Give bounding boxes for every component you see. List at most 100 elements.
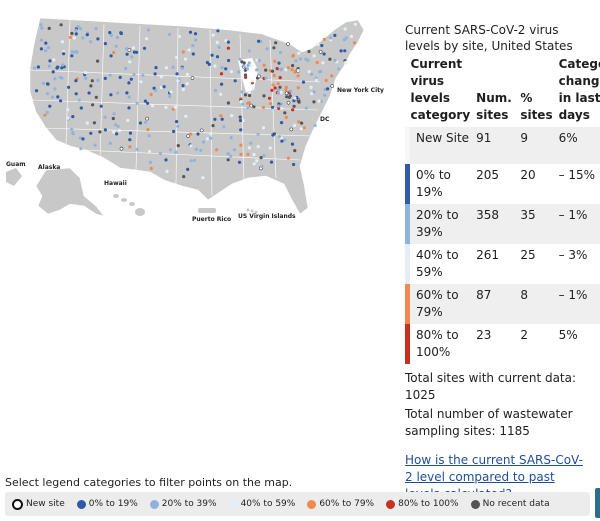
site-point[interactable] — [333, 33, 337, 38]
site-point[interactable] — [81, 137, 85, 141]
site-point[interactable] — [194, 38, 198, 42]
site-point[interactable] — [175, 120, 179, 124]
site-point[interactable] — [237, 70, 241, 74]
legend-item[interactable]: 0% to 19% — [76, 499, 138, 509]
site-point[interactable] — [299, 127, 303, 131]
site-point[interactable] — [185, 72, 189, 76]
site-point[interactable] — [272, 46, 276, 50]
site-point[interactable] — [36, 65, 41, 69]
site-point[interactable] — [164, 66, 169, 70]
site-point[interactable] — [68, 35, 72, 40]
site-point[interactable] — [44, 49, 48, 53]
legend-item[interactable]: 60% to 79% — [307, 499, 374, 509]
site-point[interactable] — [316, 42, 320, 47]
site-point[interactable] — [175, 55, 179, 60]
site-point[interactable] — [164, 158, 168, 162]
site-point[interactable] — [47, 64, 51, 68]
site-point[interactable] — [135, 101, 139, 105]
site-point[interactable] — [274, 41, 278, 45]
site-point[interactable] — [291, 54, 295, 58]
site-point[interactable] — [343, 49, 347, 53]
site-point[interactable] — [286, 42, 290, 46]
site-point[interactable] — [220, 117, 224, 121]
site-point[interactable] — [215, 40, 219, 45]
site-point[interactable] — [245, 67, 250, 71]
site-point[interactable] — [261, 126, 266, 130]
site-point[interactable] — [67, 85, 71, 89]
site-point[interactable] — [246, 63, 250, 68]
site-point[interactable] — [342, 38, 346, 42]
site-point[interactable] — [128, 131, 133, 135]
site-point[interactable] — [103, 76, 107, 80]
site-point[interactable] — [249, 103, 254, 108]
site-point[interactable] — [53, 87, 57, 91]
site-point[interactable] — [247, 146, 251, 150]
site-point[interactable] — [239, 128, 243, 132]
site-point[interactable] — [91, 103, 95, 107]
site-point[interactable] — [257, 74, 261, 79]
site-point[interactable] — [326, 87, 330, 91]
site-point[interactable] — [213, 88, 217, 93]
site-point[interactable] — [71, 115, 75, 119]
site-point[interactable] — [271, 133, 275, 137]
site-point[interactable] — [261, 105, 265, 109]
site-point[interactable] — [135, 147, 139, 151]
site-point[interactable] — [315, 60, 319, 65]
site-point[interactable] — [172, 129, 176, 134]
site-point[interactable] — [284, 88, 288, 92]
site-point[interactable] — [146, 101, 150, 105]
site-point[interactable] — [71, 131, 75, 135]
site-point[interactable] — [109, 54, 113, 58]
site-point[interactable] — [353, 41, 357, 45]
site-point[interactable] — [188, 30, 193, 34]
site-point[interactable] — [92, 121, 96, 125]
site-point[interactable] — [241, 118, 245, 123]
site-point[interactable] — [330, 84, 335, 88]
site-point[interactable] — [196, 132, 200, 136]
site-point[interactable] — [284, 85, 288, 89]
site-point[interactable] — [45, 110, 49, 115]
site-point[interactable] — [112, 130, 116, 134]
site-point[interactable] — [280, 139, 284, 143]
site-point[interactable] — [321, 61, 325, 65]
site-point[interactable] — [189, 144, 193, 148]
site-point[interactable] — [77, 98, 81, 102]
site-point[interactable] — [79, 147, 83, 151]
site-point[interactable] — [296, 69, 300, 73]
site-point[interactable] — [329, 36, 333, 40]
site-point[interactable] — [168, 148, 173, 152]
site-point[interactable] — [144, 37, 149, 41]
site-point[interactable] — [66, 108, 70, 112]
site-point[interactable] — [269, 160, 274, 164]
site-point[interactable] — [296, 74, 300, 78]
site-point[interactable] — [324, 78, 328, 83]
site-point[interactable] — [309, 85, 313, 89]
site-point[interactable] — [317, 99, 321, 103]
site-point[interactable] — [127, 48, 132, 52]
site-point[interactable] — [181, 87, 185, 92]
site-point[interactable] — [103, 115, 107, 119]
site-point[interactable] — [128, 145, 132, 149]
site-point[interactable] — [48, 104, 52, 108]
site-point[interactable] — [53, 77, 57, 81]
site-point[interactable] — [260, 164, 264, 168]
site-point[interactable] — [238, 118, 243, 123]
site-point[interactable] — [211, 124, 215, 128]
site-point[interactable] — [323, 87, 327, 92]
site-point[interactable] — [270, 105, 275, 109]
site-point[interactable] — [165, 169, 169, 173]
feedback-tab[interactable] — [595, 488, 600, 518]
site-point[interactable] — [301, 80, 306, 84]
site-point[interactable] — [40, 26, 44, 30]
site-point[interactable] — [116, 91, 120, 95]
site-point[interactable] — [177, 34, 182, 39]
site-point[interactable] — [306, 58, 310, 63]
site-point[interactable] — [186, 167, 190, 171]
site-point[interactable] — [78, 27, 83, 31]
site-points[interactable] — [33, 22, 357, 180]
site-point[interactable] — [94, 27, 98, 31]
site-point[interactable] — [240, 90, 244, 94]
site-point[interactable] — [302, 126, 306, 130]
site-point[interactable] — [39, 23, 43, 27]
site-point[interactable] — [219, 92, 223, 96]
